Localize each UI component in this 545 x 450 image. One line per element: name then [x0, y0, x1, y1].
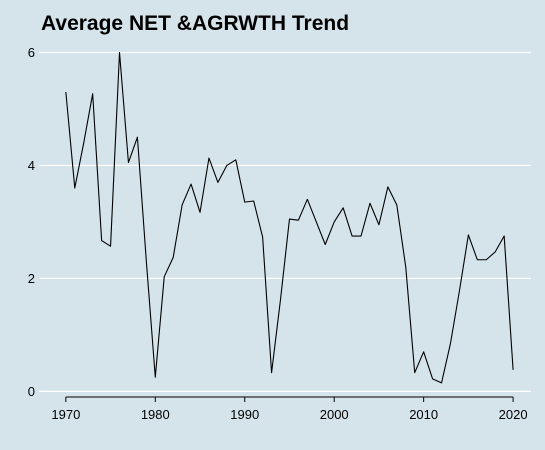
- series-line-0: [65, 51, 514, 384]
- y-tick-label-0: 0: [28, 384, 35, 399]
- y-tick-label-4: 4: [28, 158, 35, 173]
- x-tick-label-2000: 2000: [320, 407, 349, 422]
- x-tick-label-2020: 2020: [499, 407, 528, 422]
- x-tick-label-2010: 2010: [409, 407, 438, 422]
- y-tick-label-6: 6: [28, 45, 35, 60]
- x-tick-label-1970: 1970: [51, 407, 80, 422]
- y-tick-label-2: 2: [28, 271, 35, 286]
- chart-title: Average NET &AGRWTH Trend: [41, 12, 350, 35]
- x-tick-label-1990: 1990: [230, 407, 259, 422]
- x-tick-label-1980: 1980: [141, 407, 170, 422]
